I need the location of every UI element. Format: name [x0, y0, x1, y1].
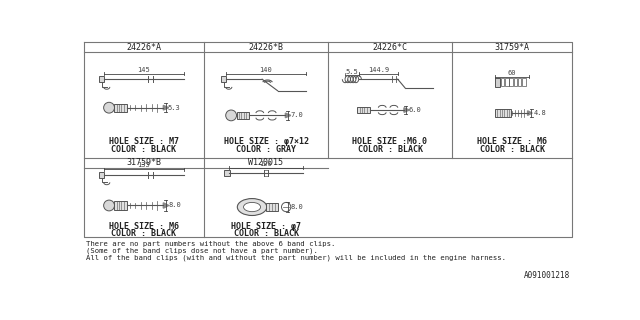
Text: 144.9: 144.9 — [368, 67, 389, 73]
Bar — [505, 78, 509, 86]
Text: COLOR : BLACK: COLOR : BLACK — [111, 229, 177, 238]
Text: 31759*A: 31759*A — [495, 43, 529, 52]
Text: HOLE SIZE : φ7: HOLE SIZE : φ7 — [231, 222, 301, 231]
Text: 140: 140 — [260, 67, 273, 73]
Text: COLOR : BLACK: COLOR : BLACK — [479, 145, 545, 154]
Polygon shape — [404, 108, 410, 112]
Text: 145: 145 — [138, 67, 150, 73]
Text: HOLE SIZE : M6: HOLE SIZE : M6 — [109, 222, 179, 231]
Ellipse shape — [244, 203, 260, 212]
Circle shape — [104, 102, 115, 113]
Text: 135: 135 — [138, 163, 150, 168]
Text: COLOR : BLACK: COLOR : BLACK — [111, 145, 177, 154]
Text: 60: 60 — [508, 70, 516, 76]
Text: There are no part numbers without the above 6 band clips.: There are no part numbers without the ab… — [86, 241, 335, 247]
Bar — [495, 78, 500, 87]
Bar — [115, 104, 127, 112]
Circle shape — [226, 110, 237, 121]
Text: 31759*B: 31759*B — [127, 158, 161, 167]
Text: (Some of the band clips dose not have a part number).: (Some of the band clips dose not have a … — [86, 248, 318, 254]
Bar — [221, 76, 227, 82]
Polygon shape — [163, 203, 169, 208]
Text: 24226*A: 24226*A — [127, 43, 161, 52]
Text: 5.3: 5.3 — [167, 105, 180, 111]
Bar — [495, 109, 511, 117]
Text: COLOR : BLACK: COLOR : BLACK — [234, 229, 298, 238]
Text: COLOR : BLACK: COLOR : BLACK — [358, 145, 422, 154]
Text: HOLE SIZE : M7: HOLE SIZE : M7 — [109, 137, 179, 146]
Text: HOLE SIZE : M6: HOLE SIZE : M6 — [477, 137, 547, 146]
Text: HOLE SIZE :M6.0: HOLE SIZE :M6.0 — [353, 137, 428, 146]
Polygon shape — [527, 111, 532, 116]
Text: 4.8: 4.8 — [534, 110, 547, 116]
Text: A091001218: A091001218 — [524, 271, 570, 280]
Text: 8.0: 8.0 — [291, 204, 303, 210]
Bar — [522, 78, 525, 86]
Bar — [514, 78, 517, 86]
Text: 24226*B: 24226*B — [248, 43, 284, 52]
Text: COLOR : GRAY: COLOR : GRAY — [236, 145, 296, 154]
Polygon shape — [285, 113, 291, 118]
Text: W120015: W120015 — [248, 158, 284, 167]
Bar — [237, 112, 249, 119]
Bar — [224, 170, 230, 176]
Text: 8.0: 8.0 — [168, 203, 181, 209]
Bar — [509, 78, 513, 86]
Bar — [99, 76, 104, 82]
Bar — [358, 107, 370, 113]
Bar — [497, 78, 500, 86]
Bar — [518, 78, 522, 86]
Bar — [501, 78, 504, 86]
Bar — [266, 203, 278, 211]
Text: 7.0: 7.0 — [291, 112, 303, 118]
Polygon shape — [163, 105, 169, 110]
Text: 6.0: 6.0 — [408, 107, 421, 113]
Circle shape — [282, 203, 291, 212]
Circle shape — [104, 200, 115, 211]
Text: HOLE SIZE : φ7×12: HOLE SIZE : φ7×12 — [223, 137, 308, 146]
Bar — [115, 201, 127, 210]
Ellipse shape — [237, 198, 267, 215]
Text: All of the band clips (with and without the part number) will be included in the: All of the band clips (with and without … — [86, 255, 506, 261]
Bar — [99, 172, 104, 178]
Text: 120: 120 — [260, 161, 273, 167]
Text: 24226*C: 24226*C — [372, 43, 408, 52]
Text: 5.5: 5.5 — [346, 68, 358, 75]
